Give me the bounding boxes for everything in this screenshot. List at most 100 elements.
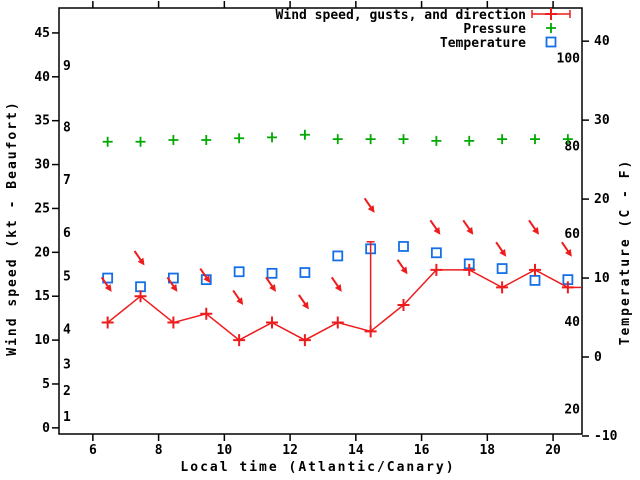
y-right-axis-ticks: -10 0 10 20 30 40 20 40 60 80 100 bbox=[557, 34, 618, 444]
wind-marker bbox=[528, 263, 541, 276]
kt-tick-label: 0 bbox=[42, 421, 50, 436]
kt-tick-label: 35 bbox=[34, 114, 50, 129]
wind-arrow-head bbox=[433, 227, 441, 235]
temperature-marker bbox=[200, 274, 212, 286]
wind-marker bbox=[561, 281, 574, 294]
pressure-marker bbox=[464, 135, 475, 146]
wind-marker bbox=[430, 263, 443, 276]
fahrenheit-label: 80 bbox=[564, 139, 580, 154]
temperature-marker bbox=[496, 263, 508, 274]
pressure-marker bbox=[529, 134, 540, 145]
pressure-marker bbox=[431, 135, 442, 146]
beaufort-label: 1 bbox=[63, 410, 71, 425]
plot-border bbox=[58, 7, 583, 435]
wind-arrow-head bbox=[302, 301, 309, 310]
kt-tick-label: 10 bbox=[34, 333, 50, 348]
pressure-series bbox=[102, 129, 573, 147]
fahrenheit-label: 60 bbox=[564, 227, 580, 242]
kt-tick-label: 20 bbox=[34, 245, 50, 260]
wind-marker bbox=[397, 298, 410, 311]
wind-arrow-head bbox=[400, 266, 408, 275]
beaufort-label: 2 bbox=[63, 384, 71, 399]
temperature-marker bbox=[332, 250, 344, 262]
legend-pressure-sample-marker bbox=[546, 23, 556, 33]
legend-wind-sample-marker bbox=[545, 8, 557, 20]
wind-arrow-head bbox=[137, 257, 145, 266]
wind-series bbox=[101, 263, 581, 347]
generated-plot-layers: 6 8 10 12 14 16 18 2005101520253035404512345678… bbox=[34, 1, 618, 458]
kt-tick-label: 30 bbox=[34, 158, 50, 173]
legend-temperature-sample-marker bbox=[545, 36, 557, 48]
wind-marker bbox=[331, 316, 344, 329]
kt-tick-label: 25 bbox=[34, 201, 50, 216]
fahrenheit-label: 100 bbox=[557, 52, 581, 67]
wind-marker bbox=[298, 334, 311, 347]
pressure-marker bbox=[497, 134, 508, 145]
kt-tick-label: 45 bbox=[34, 26, 50, 41]
temperature-marker bbox=[233, 266, 245, 278]
wind-arrow-head bbox=[236, 297, 244, 305]
celsius-tick-label: 10 bbox=[594, 271, 610, 286]
x-tick-label: 6 bbox=[89, 443, 97, 458]
wind-arrow-head bbox=[269, 284, 277, 292]
pressure-marker bbox=[201, 134, 212, 145]
wind-arrow-head bbox=[466, 227, 474, 235]
wind-arrow-head bbox=[499, 248, 507, 257]
beaufort-label: 7 bbox=[63, 173, 71, 188]
y2-axis-title: Temperature (C - F) bbox=[618, 159, 633, 346]
celsius-tick-label: 40 bbox=[594, 34, 610, 49]
pressure-marker bbox=[332, 134, 343, 145]
beaufort-label: 3 bbox=[63, 357, 71, 372]
wind-arrow-head bbox=[170, 284, 178, 292]
kt-tick-label: 15 bbox=[34, 289, 50, 304]
pressure-marker bbox=[299, 129, 310, 140]
pressure-marker bbox=[267, 132, 278, 143]
kt-tick-label: 5 bbox=[42, 377, 50, 392]
wind-marker bbox=[167, 316, 180, 329]
legend-marker-samples bbox=[531, 8, 571, 48]
beaufort-label: 5 bbox=[63, 270, 71, 285]
x-tick-label: 18 bbox=[479, 443, 495, 458]
x-tick-label: 12 bbox=[282, 443, 298, 458]
fahrenheit-label: 20 bbox=[564, 403, 580, 418]
celsius-tick-label: 0 bbox=[594, 350, 602, 365]
wind-arrow-head bbox=[565, 248, 572, 257]
beaufort-label: 9 bbox=[63, 59, 71, 74]
celsius-tick-label: 30 bbox=[594, 113, 610, 128]
x-axis-ticks: 6 8 10 12 14 16 18 20 bbox=[89, 1, 561, 458]
wind-marker bbox=[266, 316, 279, 329]
wind-line bbox=[107, 269, 569, 341]
legend: Wind speed, gusts, and direction Pressur… bbox=[276, 8, 571, 51]
celsius-tick-label: -10 bbox=[594, 429, 618, 444]
temperature-marker bbox=[266, 267, 278, 279]
x-axis-title: Local time (Atlantic/Canary) bbox=[180, 460, 455, 475]
wind-marker bbox=[233, 334, 246, 347]
x-tick-label: 14 bbox=[348, 443, 364, 458]
pressure-marker bbox=[102, 136, 113, 147]
wind-marker bbox=[463, 263, 476, 276]
pressure-marker bbox=[365, 134, 376, 145]
legend-label-temperature: Temperature bbox=[440, 36, 526, 51]
x-tick-label: 8 bbox=[155, 443, 163, 458]
wind-arrow-head bbox=[532, 227, 539, 235]
wind-arrow-head bbox=[104, 284, 112, 292]
pressure-marker bbox=[168, 134, 179, 145]
beaufort-label: 6 bbox=[63, 226, 71, 241]
wind-marker bbox=[134, 290, 147, 303]
wind-arrow-head bbox=[334, 284, 342, 292]
celsius-tick-label: 20 bbox=[594, 192, 610, 207]
gust-errorbar bbox=[366, 241, 375, 332]
wind-arrow-head bbox=[367, 205, 375, 213]
kt-tick-label: 40 bbox=[34, 70, 50, 85]
wind-marker bbox=[496, 281, 509, 294]
legend-label-pressure: Pressure bbox=[463, 22, 526, 37]
wind-marker bbox=[200, 307, 213, 320]
legend-label-wind: Wind speed, gusts, and direction bbox=[276, 8, 526, 23]
x-tick-label: 16 bbox=[414, 443, 430, 458]
wind-marker bbox=[101, 316, 114, 329]
beaufort-label: 8 bbox=[63, 120, 71, 135]
temperature-marker bbox=[529, 275, 541, 286]
temperature-marker bbox=[398, 241, 409, 252]
